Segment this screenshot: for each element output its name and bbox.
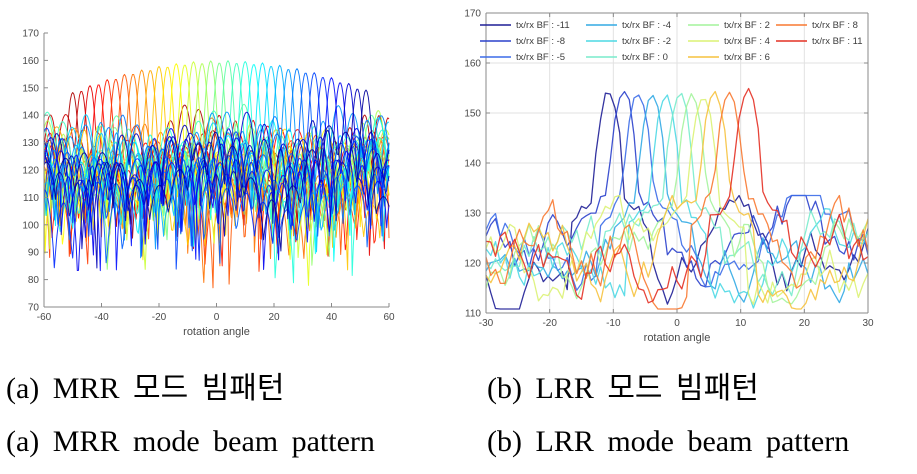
x-tick-label: 30	[862, 318, 874, 329]
lrr-beam-pattern-chart: -30 -20 -10 0 10 20 30 110 120 130 140 150 160 170 rot…	[440, 0, 917, 362]
legend-label: tx/rx BF : 11	[812, 36, 863, 47]
beam-line-angle--2	[43, 60, 390, 270]
legend-label: tx/rx BF : 6	[724, 52, 770, 63]
y-tick-label: 120	[22, 166, 39, 177]
y-tick-label: 130	[22, 138, 39, 149]
beam-line-angle-37	[43, 77, 389, 269]
axes: -30 -20 -10 0 10 20 30 110 120 130 140 150 160 170 rot…	[464, 9, 874, 345]
x-axis-label: rotation angle	[183, 326, 250, 338]
series-line-bf-2	[485, 93, 869, 305]
legend-label: tx/rx BF : 0	[622, 52, 668, 63]
y-tick-label: 150	[464, 109, 481, 120]
y-tick-label: 160	[464, 59, 481, 70]
series-line-bf-0	[485, 92, 869, 297]
legend-label: tx/rx BF : -8	[516, 36, 565, 47]
y-tick-label: 150	[22, 83, 39, 94]
beam-line-angle-46	[43, 82, 390, 225]
series-group	[485, 87, 869, 310]
legend-label: tx/rx BF : -4	[622, 20, 671, 31]
x-tick-label: -60	[37, 312, 52, 323]
series-line-bf--5	[485, 94, 869, 291]
beam-line-angle--14	[43, 63, 390, 254]
y-tick-label: 70	[28, 303, 40, 314]
y-tick-label: 110	[465, 309, 481, 320]
beam-line-angle-49	[43, 88, 390, 269]
x-tick-label: 20	[268, 312, 280, 323]
caption-lrr: (b) LRR 모드 빔패턴 (b) LRR mode beam pattern	[487, 366, 849, 465]
y-tick-label: 80	[28, 275, 40, 286]
beam-line-angle-25	[43, 69, 390, 259]
x-tick-label: 10	[735, 318, 747, 329]
legend-label: tx/rx BF : 2	[724, 20, 770, 31]
y-tick-label: 170	[22, 29, 39, 40]
mrr-beam-pattern-chart: -60 -40 -20 0 20 40 60 70 80 90 100 110 120 130 140 150…	[0, 0, 440, 362]
series-group	[43, 60, 390, 289]
x-tick-label: 0	[214, 312, 220, 323]
x-tick-label: -20	[152, 312, 167, 323]
caption-lrr-english: (b) LRR mode beam pattern	[487, 425, 850, 458]
y-tick-label: 140	[464, 159, 481, 170]
caption-mrr: (a) MRR 모드 빔패턴 (a) MRR mode beam pattern	[6, 366, 375, 465]
series-line-bf-6	[485, 90, 869, 310]
beam-line-angle-43	[43, 82, 390, 271]
lrr-plot-svg: -30 -20 -10 0 10 20 30 110 120 130 140 150 160 170 rot…	[464, 9, 874, 345]
x-tick-label: 0	[674, 318, 680, 329]
legend-label: tx/rx BF : 4	[724, 36, 770, 47]
x-tick-label: -20	[542, 318, 557, 329]
series-line-bf-11	[485, 87, 869, 304]
y-tick-label: 120	[464, 259, 481, 270]
x-tick-label: -30	[479, 318, 494, 329]
y-tick-label: 110	[23, 193, 39, 204]
x-tick-label: 20	[799, 318, 811, 329]
caption-mrr-korean: (a) MRR 모드 빔패턴	[6, 372, 285, 405]
legend-label: tx/rx BF : -11	[516, 20, 570, 31]
y-tick-label: 90	[28, 248, 40, 259]
caption-mrr-english: (a) MRR mode beam pattern	[6, 425, 375, 458]
y-tick-label: 130	[464, 209, 481, 220]
legend-label: tx/rx BF : 8	[812, 20, 858, 31]
caption-lrr-korean: (b) LRR 모드 빔패턴	[487, 372, 759, 405]
legend-label: tx/rx BF : -2	[622, 36, 671, 47]
x-axis-label: rotation angle	[644, 332, 711, 344]
x-tick-label: -10	[606, 318, 621, 329]
x-tick-label: 40	[326, 312, 338, 323]
y-tick-label: 100	[22, 220, 39, 231]
x-tick-label: -40	[94, 312, 109, 323]
legend: tx/rx BF : -11 tx/rx BF : -8 tx/rx BF : -5…	[480, 20, 863, 63]
series-line-bf--11	[485, 92, 869, 310]
axes: -60 -40 -20 0 20 40 60 70 80 90 100 110 120 130 140 150…	[22, 29, 395, 339]
mrr-plot-svg: -60 -40 -20 0 20 40 60 70 80 90 100 110 120 130 140 150…	[22, 29, 395, 339]
y-tick-label: 140	[22, 111, 39, 122]
x-tick-label: 60	[383, 312, 395, 323]
beam-line-angle-52	[43, 89, 390, 252]
y-tick-label: 170	[464, 9, 481, 20]
y-tick-label: 160	[22, 56, 39, 67]
legend-label: tx/rx BF : -5	[516, 52, 565, 63]
